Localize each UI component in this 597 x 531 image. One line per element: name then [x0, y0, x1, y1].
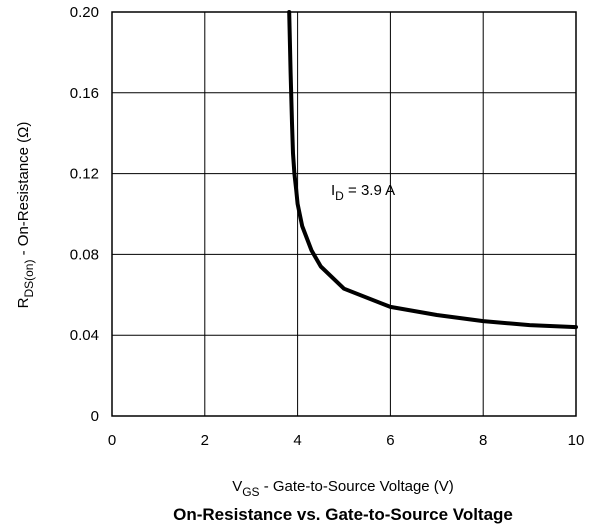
- plot-area: [111, 10, 578, 417]
- y-tick-label: 0.16: [70, 85, 99, 102]
- annotation-main: I: [331, 182, 335, 199]
- y-axis-label-rest: - On-Resistance (Ω): [15, 122, 32, 260]
- chart-title: On-Resistance vs. Gate-to-Source Voltage: [173, 505, 513, 524]
- x-tick-labels: 0 2 4 6 8 10: [108, 432, 585, 449]
- y-tick-label: 0: [91, 408, 99, 425]
- y-axis-label-sub: DS(on): [22, 260, 36, 298]
- x-tick-label: 6: [386, 432, 394, 449]
- y-tick-label: 0.20: [70, 4, 99, 21]
- x-tick-label: 0: [108, 432, 116, 449]
- plot-frame: [111, 11, 577, 417]
- grid: [112, 12, 576, 416]
- y-tick-labels: 0 0.04 0.08 0.12 0.16 0.20: [70, 4, 99, 425]
- x-axis-label: VGS - Gate-to-Source Voltage (V): [232, 478, 454, 499]
- x-tick-label: 10: [568, 432, 585, 449]
- y-axis-label-main: R: [15, 297, 32, 308]
- annotation: ID = 3.9 A: [331, 182, 395, 203]
- annotation-rest: = 3.9 A: [344, 182, 395, 199]
- annotation-sub: D: [335, 189, 344, 203]
- x-tick-label: 2: [201, 432, 209, 449]
- y-tick-label: 0.08: [70, 246, 99, 263]
- x-axis-label-sub: GS: [242, 485, 259, 499]
- x-tick-label: 4: [293, 432, 301, 449]
- x-axis-label-rest: - Gate-to-Source Voltage (V): [260, 478, 454, 495]
- y-tick-label: 0.04: [70, 327, 99, 344]
- y-axis-label: RDS(on) - On-Resistance (Ω): [15, 122, 36, 309]
- x-axis-label-main: V: [232, 478, 242, 495]
- y-tick-label: 0.12: [70, 166, 99, 183]
- data-line: [287, 10, 578, 330]
- x-tick-label: 8: [479, 432, 487, 449]
